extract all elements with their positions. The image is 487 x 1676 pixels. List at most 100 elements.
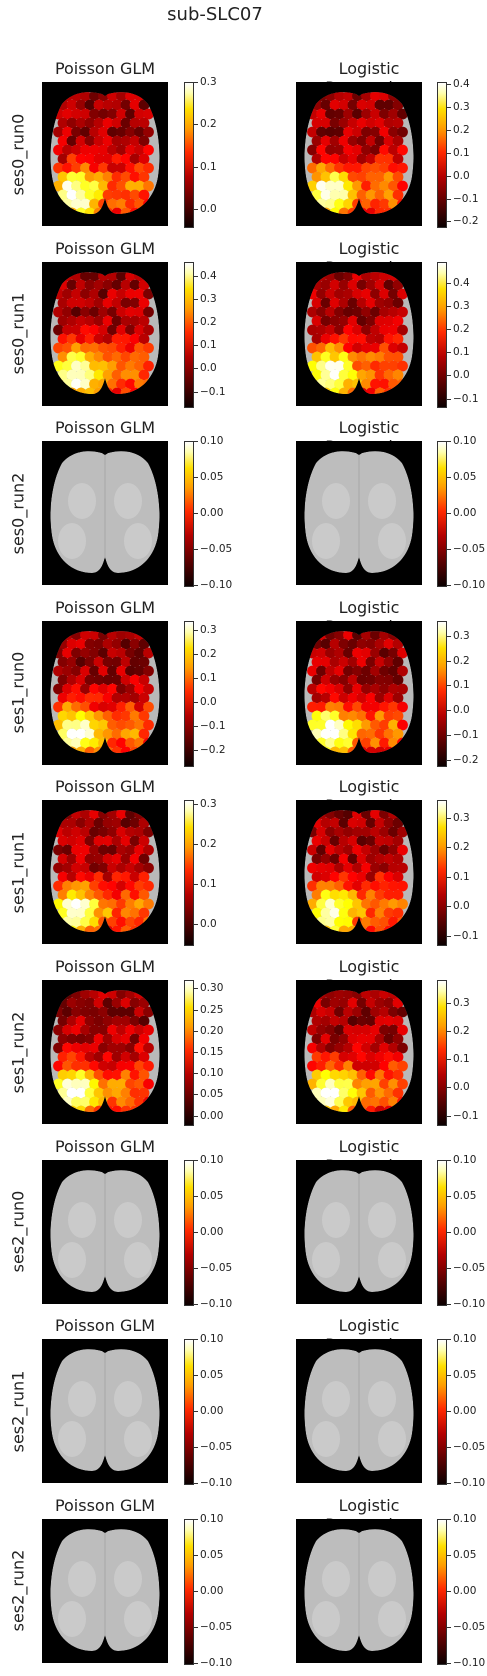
atlas-shade bbox=[322, 483, 350, 520]
parcel-cell bbox=[89, 826, 100, 838]
parcel-cell bbox=[338, 817, 350, 829]
parcel-cell bbox=[379, 180, 390, 192]
parcel-cell bbox=[383, 315, 395, 326]
parcel-cell bbox=[89, 719, 100, 731]
parcel-cell bbox=[347, 1087, 359, 1099]
parcel-cell bbox=[374, 1087, 386, 1099]
parcel-cell bbox=[374, 907, 386, 919]
parcel-cell bbox=[370, 844, 381, 856]
parcel-cell bbox=[107, 144, 118, 156]
parcel-cell bbox=[397, 683, 408, 695]
parcel-cell bbox=[93, 315, 105, 326]
parcel-cell bbox=[120, 189, 132, 201]
parcel-cell bbox=[107, 826, 118, 838]
parcel-cell bbox=[134, 1060, 145, 1072]
parcel-cell bbox=[143, 126, 154, 138]
parcel-cell bbox=[125, 916, 136, 928]
parcel-cell bbox=[361, 180, 372, 192]
parcel-cell bbox=[89, 880, 100, 892]
parcel-cell bbox=[343, 1042, 354, 1054]
parcel-cell bbox=[347, 656, 359, 668]
parcel-cell bbox=[120, 853, 132, 865]
colorbar-tick-label: 0.1 bbox=[447, 870, 470, 883]
parcel-cell bbox=[388, 144, 399, 156]
colorbar-tick-label: −0.1 bbox=[447, 192, 479, 205]
parcel-cell bbox=[143, 990, 154, 1000]
parcel-cell bbox=[107, 306, 118, 317]
parcel-cell bbox=[116, 108, 127, 120]
parcel-cell bbox=[347, 817, 359, 829]
parcel-cell bbox=[325, 108, 336, 120]
parcel-cell bbox=[388, 342, 399, 353]
parcel-cell bbox=[361, 198, 372, 210]
parcel-cell bbox=[62, 665, 73, 677]
parcel-cell bbox=[98, 683, 109, 695]
parcel-cell bbox=[325, 144, 336, 156]
parcel-cell bbox=[143, 916, 154, 928]
parcel-cell bbox=[53, 880, 64, 892]
parcel-cell bbox=[143, 737, 154, 749]
parcel-cell bbox=[57, 1105, 69, 1113]
parcel-cell bbox=[84, 189, 96, 201]
parcel-cell bbox=[134, 162, 145, 174]
parcel-cell bbox=[120, 728, 132, 740]
parcel-cell bbox=[143, 880, 154, 892]
parcel-cell bbox=[116, 844, 127, 856]
parcel-cell bbox=[361, 1006, 372, 1018]
colorbar bbox=[437, 1339, 447, 1486]
parcel-cell bbox=[325, 826, 336, 838]
parcel-cell bbox=[75, 853, 87, 865]
parcel-cell bbox=[379, 1078, 390, 1090]
parcel-cell bbox=[316, 126, 327, 138]
parcel-cell bbox=[311, 889, 323, 901]
parcel-cell bbox=[62, 1060, 73, 1072]
parcel-cell bbox=[397, 1006, 408, 1018]
row-label-text: ses0_run1 bbox=[8, 292, 28, 375]
parcel-cell bbox=[138, 369, 150, 380]
parcel-cell bbox=[93, 871, 105, 883]
parcel-cell bbox=[80, 916, 91, 928]
parcel-cell bbox=[334, 1042, 345, 1054]
colorbar-tick-label: −0.10 bbox=[193, 1477, 233, 1490]
brain-map bbox=[296, 800, 422, 945]
parcel-cell bbox=[329, 333, 341, 344]
parcel-cell bbox=[320, 153, 332, 165]
parcel-cell bbox=[397, 1060, 408, 1072]
parcel-cell bbox=[138, 710, 150, 722]
parcel-cell bbox=[316, 144, 327, 156]
parcel-cell bbox=[116, 990, 127, 1000]
parcel-cell bbox=[107, 1024, 118, 1036]
parcel-cell bbox=[329, 117, 341, 129]
parcel-cell bbox=[361, 342, 372, 353]
parcel-cell bbox=[374, 728, 386, 740]
parcel-cell bbox=[143, 826, 154, 838]
parcel-cell bbox=[356, 674, 368, 686]
parcel-cell bbox=[347, 189, 359, 201]
parcel-cell bbox=[311, 153, 323, 165]
parcel-cell bbox=[98, 324, 109, 335]
parcel-cell bbox=[66, 1015, 78, 1027]
parcel-cell bbox=[125, 701, 136, 713]
parcel-cell bbox=[62, 144, 73, 156]
parcel-cell bbox=[134, 324, 145, 335]
parcel-cell bbox=[374, 315, 386, 326]
parcel-cell bbox=[111, 925, 123, 933]
parcel-cell bbox=[356, 351, 368, 362]
parcel-cell bbox=[374, 1069, 386, 1081]
parcel-cell bbox=[325, 701, 336, 713]
parcel-cell bbox=[62, 880, 73, 892]
parcel-cell bbox=[129, 674, 141, 686]
parcel-cell bbox=[107, 126, 118, 138]
parcel-cell bbox=[107, 1096, 118, 1108]
parcel-cell bbox=[102, 656, 114, 668]
parcel-cell bbox=[325, 1060, 336, 1072]
parcel-cell bbox=[347, 351, 359, 362]
parcel-cell bbox=[379, 306, 390, 317]
colorbar-tick-label: 0.3 bbox=[447, 101, 470, 114]
parcel-cell bbox=[138, 907, 150, 919]
parcel-cell bbox=[347, 997, 359, 1009]
parcel-cell bbox=[361, 1060, 372, 1072]
colorbar-tick-label: 0.2 bbox=[447, 654, 470, 667]
parcel-cell bbox=[84, 1051, 96, 1063]
parcel-cell bbox=[388, 180, 399, 192]
